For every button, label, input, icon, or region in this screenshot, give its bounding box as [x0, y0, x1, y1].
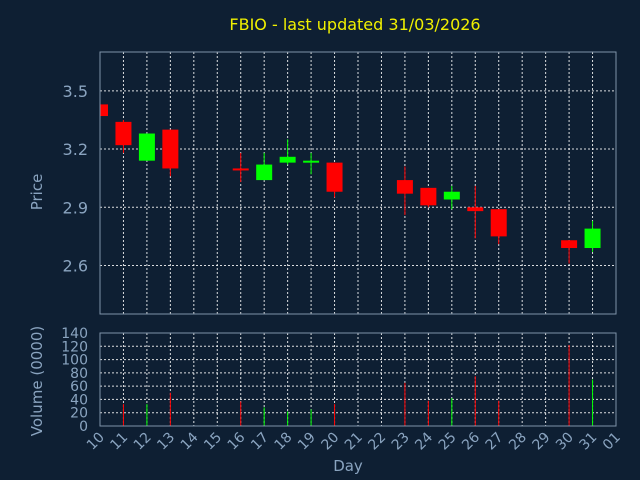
- volume-tick-label: 0: [79, 419, 88, 435]
- candle: [138, 133, 155, 161]
- candle-body: [100, 104, 108, 117]
- candle: [99, 104, 108, 117]
- candle-body: [162, 129, 179, 169]
- candle: [303, 152, 320, 175]
- volume-tick-label: 20: [70, 406, 88, 422]
- candle: [279, 139, 296, 165]
- candle-body: [232, 168, 249, 171]
- price-tick-label: 3.5: [63, 82, 88, 101]
- volume-plot-frame: [99, 332, 617, 427]
- volume-tick-label: 60: [70, 379, 88, 395]
- candle-body: [279, 156, 296, 163]
- candle: [561, 240, 578, 264]
- volume-tick-label: 120: [61, 339, 88, 355]
- volume-tick-label: 40: [70, 392, 88, 408]
- candle: [115, 119, 132, 153]
- price-gridlines: [100, 52, 616, 314]
- price-tick-label: 3.2: [63, 140, 88, 159]
- candle: [396, 166, 413, 216]
- candle: [162, 129, 179, 177]
- volume-tick-label: 80: [70, 366, 88, 382]
- candle: [443, 185, 460, 210]
- price-tick-label: 2.6: [63, 256, 88, 275]
- candle: [256, 152, 273, 181]
- day-tick-labels: 10 11 12 13 14 15 16 17 18 19 20 21 22 23 24 25 26 27 28 29…: [84, 429, 624, 453]
- volume-tick-label: 100: [61, 353, 88, 369]
- candle-body: [256, 164, 273, 181]
- price-tick-label: 2.9: [63, 198, 88, 217]
- volume-axis-label: Volume (0000): [28, 326, 46, 436]
- candle-body: [467, 207, 484, 212]
- candle-body: [138, 133, 155, 161]
- candle: [232, 152, 249, 183]
- candle-body: [490, 209, 507, 237]
- candle-body: [561, 240, 578, 249]
- candle-body: [396, 180, 413, 194]
- candle-body: [115, 121, 132, 146]
- candle-body: [420, 187, 437, 206]
- price-candles: [99, 104, 601, 264]
- day-axis-label: Day: [333, 457, 363, 475]
- candle: [584, 220, 601, 252]
- candle: [420, 187, 437, 208]
- candle: [490, 209, 507, 245]
- candle-body: [584, 228, 601, 249]
- price-y-tick-labels: 2.6 2.9 3.2 3.5: [63, 82, 88, 276]
- price-plot-frame: [99, 51, 617, 315]
- volume-bars: [122, 344, 594, 426]
- chart-title: FBIO - last updated 31/03/2026: [229, 15, 480, 34]
- candle-body: [443, 191, 460, 200]
- candle: [467, 185, 484, 239]
- volume-tick-label: 140: [61, 326, 88, 342]
- candle-body: [303, 160, 320, 163]
- price-axis-label: Price: [28, 174, 46, 211]
- candle-body: [326, 162, 343, 192]
- candle: [326, 162, 343, 198]
